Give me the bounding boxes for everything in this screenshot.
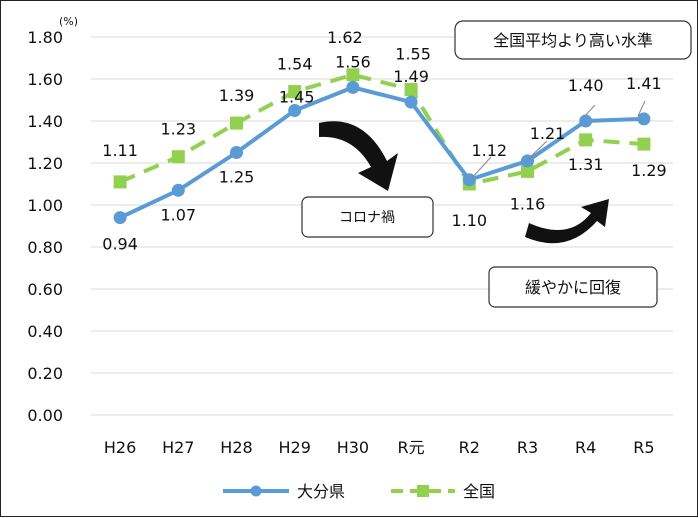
data-point-national [637, 137, 651, 151]
data-point-national [113, 175, 127, 189]
data-label-national: 1.29 [631, 161, 667, 180]
data-point-national [171, 150, 185, 164]
y-tick-label: 1.80 [27, 28, 63, 47]
data-point-oita [346, 80, 360, 94]
data-label-national: 1.55 [395, 45, 431, 64]
x-tick-label: R3 [517, 438, 538, 457]
data-point-oita [579, 114, 593, 128]
data-point-national [521, 164, 534, 178]
decorations [319, 100, 646, 244]
y-tick-label: 0.20 [27, 364, 63, 383]
data-label-national: 1.31 [568, 155, 604, 174]
legend: 大分県 全国 [223, 482, 495, 501]
data-point-oita [521, 154, 534, 168]
x-tick-label: R5 [633, 438, 654, 457]
y-tick-label: 0.80 [27, 238, 63, 257]
data-point-national [346, 68, 360, 82]
data-label-oita: 1.41 [626, 74, 662, 93]
y-axis: 0.00 0.20 0.40 0.60 0.80 1.00 1.20 1.40 1.60 1.80 [27, 28, 63, 425]
callout-recovery: 緩やかに回復 [488, 266, 658, 308]
curved-arrow-down-icon [319, 121, 398, 191]
data-label-national: 1.62 [327, 28, 363, 47]
data-point-oita [171, 183, 185, 197]
data-point-national [230, 116, 243, 130]
x-tick-label: R元 [398, 438, 425, 457]
legend-marker-oita [250, 485, 262, 497]
x-tick-label: H26 [104, 438, 136, 457]
legend-label-oita: 大分県 [297, 482, 345, 501]
data-label-national: 1.23 [160, 120, 196, 139]
callout-covid-text: コロナ禍 [339, 210, 395, 226]
pointer-line [582, 104, 596, 119]
series-line-oita [119, 85, 644, 220]
y-tick-label: 1.40 [27, 112, 63, 131]
data-point-oita [404, 95, 418, 109]
data-label-oita: 1.56 [335, 52, 371, 71]
data-point-oita [637, 112, 651, 126]
y-tick-label: 1.20 [27, 154, 63, 173]
data-point-oita [230, 146, 243, 159]
legend-marker-national [417, 485, 429, 497]
data-label-national: 1.11 [102, 141, 138, 160]
pointer-line [637, 100, 646, 117]
data-label-oita: 1.45 [279, 88, 315, 107]
data-label-national: 1.54 [277, 55, 313, 74]
data-point-oita [113, 211, 127, 225]
x-tick-label: H30 [337, 438, 369, 457]
data-point-oita [462, 173, 476, 187]
y-tick-label: 0.60 [27, 280, 63, 299]
data-label-oita: 1.49 [393, 67, 429, 86]
data-label-oita: 1.40 [568, 76, 604, 95]
callout-above-national-text: 全国平均より高い水準 [493, 31, 653, 50]
y-tick-label: 0.00 [27, 406, 63, 425]
series-layer [113, 68, 651, 225]
data-point-national [404, 83, 418, 96]
x-tick-label: H29 [279, 438, 311, 457]
data-label-national: 1.16 [510, 194, 546, 213]
x-tick-label: R2 [459, 438, 480, 457]
data-point-oita [288, 104, 302, 117]
data-labels: 0.94 1.07 1.25 1.45 1.56 1.49 1.12 1.21 1.40 1.41… [102, 28, 666, 254]
data-label-oita: 1.21 [530, 124, 566, 143]
data-label-national: 1.39 [219, 86, 255, 105]
callout-covid: コロナ禍 [301, 196, 434, 238]
y-tick-label: 1.60 [27, 70, 63, 89]
x-tick-label: H28 [220, 438, 252, 457]
x-tick-label: H27 [162, 438, 194, 457]
data-label-national: 1.10 [451, 211, 487, 230]
curved-arrow-up-icon [525, 199, 609, 244]
y-tick-label: 1.00 [27, 196, 63, 215]
pointer-line [470, 156, 492, 180]
data-label-oita: 1.25 [219, 168, 255, 187]
y-axis-unit: (%) [59, 15, 78, 28]
data-point-national [288, 85, 302, 99]
data-label-oita: 0.94 [102, 235, 138, 254]
x-tick-label: R4 [575, 438, 596, 457]
data-label-oita: 1.12 [471, 141, 507, 160]
callout-above-national: 全国平均より高い水準 [454, 20, 692, 60]
series-line-national [119, 72, 645, 187]
data-label-oita: 1.07 [160, 205, 196, 224]
callout-recovery-text: 緩やかに回復 [525, 278, 621, 297]
legend-label-national: 全国 [463, 482, 495, 501]
data-point-national [579, 133, 593, 147]
y-tick-label: 0.40 [27, 322, 63, 341]
pointer-line [525, 140, 548, 162]
x-axis: H26 H27 H28 H29 H30 R元 R2 R3 R4 R5 [104, 438, 655, 457]
